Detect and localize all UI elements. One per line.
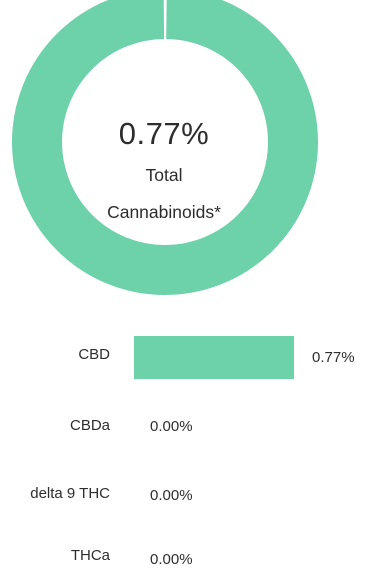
bar-category-label: CBDa xyxy=(69,417,110,434)
bar-value-label: 0.00% xyxy=(150,487,193,504)
bar-category-label: CBD xyxy=(78,346,110,363)
bar-category-label: delta 9 THC xyxy=(30,485,110,502)
donut-slice-cbd xyxy=(11,0,318,296)
bar-cbd xyxy=(134,336,294,379)
bar-value-label: 0.77% xyxy=(312,349,355,366)
donut-center-caption-line1: Total xyxy=(145,165,183,185)
donut-center-caption-line2: Cannabinoids* xyxy=(107,202,221,222)
donut-chart xyxy=(11,0,318,296)
donut-center-value: 0.77% xyxy=(118,116,210,151)
bar-value-label: 0.00% xyxy=(150,551,193,568)
bar-value-label: 0.00% xyxy=(150,418,193,435)
bar-category-label: THCa xyxy=(70,547,110,564)
